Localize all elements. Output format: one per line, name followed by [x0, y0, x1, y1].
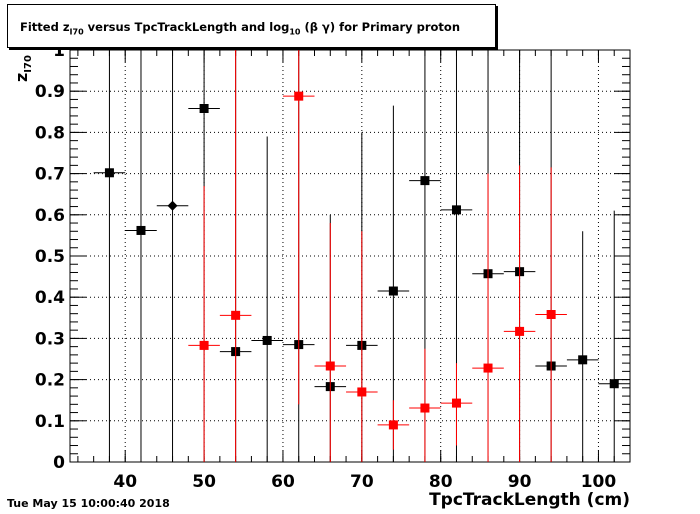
data-point [262, 335, 272, 345]
data-point [199, 340, 209, 350]
x-tick-label: 80 [429, 472, 453, 492]
title-box: Fitted zI70 versus TpcTrackLength and lo… [7, 4, 496, 48]
data-point [357, 387, 367, 397]
data-point [167, 200, 178, 211]
data-point [546, 310, 556, 320]
data-point [325, 361, 335, 371]
data-series [93, 50, 630, 462]
data-point [388, 286, 398, 296]
x-tick-label: 100 [581, 472, 617, 492]
y-tick-label: 0.2 [35, 371, 65, 391]
y-tick-label: 0.5 [35, 247, 65, 267]
x-tick-labels: 40 50 60 70 80 90 100 [113, 472, 616, 492]
y-tick-label: 0.6 [35, 206, 65, 226]
data-point [294, 91, 304, 101]
data-point [515, 326, 525, 336]
series-1 [188, 50, 567, 462]
y-tick-label: 1 [53, 41, 65, 61]
data-point [451, 398, 461, 408]
data-point [136, 225, 146, 235]
y-tick-labels: 0 0.1 0.2 0.3 0.4 0.5 0.6 0.7 0.8 0.9 1 [35, 41, 65, 473]
data-point [483, 363, 493, 373]
y-tick-label: 0.9 [35, 82, 65, 102]
data-point [231, 310, 241, 320]
axis-ticks [70, 49, 631, 463]
data-point [609, 379, 619, 389]
y-tick-label: 0.3 [35, 329, 65, 349]
timestamp: Tue May 15 10:00:40 2018 [7, 497, 170, 510]
chart-title: Fitted zI70 versus TpcTrackLength and lo… [20, 20, 461, 37]
data-point [388, 420, 398, 430]
data-point [199, 104, 209, 114]
data-point [420, 176, 430, 186]
x-tick-label: 60 [271, 472, 295, 492]
y-tick-label: 0.7 [35, 165, 65, 185]
data-point [451, 205, 461, 215]
y-axis-label: zI70 [12, 55, 35, 82]
grid-lines [70, 50, 630, 462]
y-tick-label: 0.4 [35, 288, 65, 308]
data-point [104, 168, 114, 178]
data-point [420, 403, 430, 413]
y-tick-label: 0.1 [35, 412, 65, 432]
y-tick-label: 0 [53, 453, 65, 473]
data-point [578, 355, 588, 365]
y-tick-label: 0.8 [35, 123, 65, 143]
x-axis-label: TpcTrackLength (cm) [429, 490, 630, 510]
x-tick-label: 50 [192, 472, 216, 492]
x-tick-label: 40 [113, 472, 137, 492]
x-tick-label: 90 [508, 472, 532, 492]
x-tick-label: 70 [350, 472, 374, 492]
